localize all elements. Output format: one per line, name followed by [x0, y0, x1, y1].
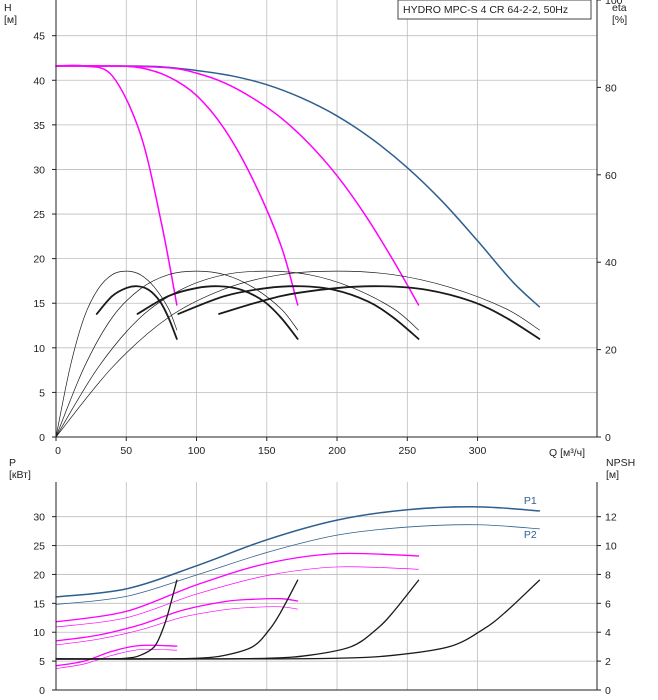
- head-tick-label: 10: [33, 343, 45, 355]
- power-curve-4: [55, 597, 299, 642]
- efficiency-tick-label: 100: [605, 0, 623, 7]
- power-tick-label: 30: [33, 512, 45, 524]
- chart-title-box: [397, 0, 592, 20]
- power-tick-label: 10: [33, 627, 45, 639]
- power-tick-label: 5: [39, 656, 45, 668]
- power-tick-label: 20: [33, 569, 45, 581]
- head-curve-10: [177, 285, 420, 340]
- power-curve-2: [55, 552, 420, 623]
- power-tick-label: 25: [33, 541, 45, 553]
- head-curve-7: [55, 270, 540, 438]
- npsh-curve-11: [55, 579, 541, 660]
- annotation-p2: P2: [524, 529, 537, 541]
- npsh-tick-label: 10: [605, 541, 617, 553]
- head-tick-label: 15: [33, 298, 45, 310]
- x-tick-label: 0: [55, 445, 61, 457]
- power-curve-1: [55, 524, 540, 605]
- curve-layer: [55, 64, 541, 669]
- head-curve-6: [55, 270, 419, 438]
- npsh-tick-label: 4: [605, 627, 611, 639]
- power-curve-5: [55, 606, 299, 646]
- x-tick-label: 150: [258, 445, 276, 457]
- efficiency-tick-label: 0: [605, 432, 611, 444]
- head-curve-9: [136, 285, 299, 340]
- label-layer: 0 50 100 150 200 250 3000510152025303540450204…: [33, 0, 622, 697]
- power-curve-6: [55, 644, 178, 667]
- power-axis-label: P [кВт]: [9, 457, 31, 481]
- axis-layer: [52, 0, 601, 691]
- npsh-tick-label: 2: [605, 656, 611, 668]
- head-tick-label: 25: [33, 209, 45, 221]
- head-tick-label: 5: [39, 387, 45, 399]
- npsh-tick-label: 12: [605, 512, 617, 524]
- power-curve-3: [55, 566, 419, 628]
- npsh-tick-label: 8: [605, 569, 611, 581]
- head-curve-8: [95, 285, 178, 340]
- head-tick-label: 35: [33, 120, 45, 132]
- x-tick-label: 300: [469, 445, 487, 457]
- efficiency-tick-label: 20: [605, 345, 617, 357]
- annotation-p1: P1: [524, 495, 537, 507]
- head-curve-1: [55, 64, 178, 306]
- efficiency-tick-label: 80: [605, 82, 617, 94]
- flow-axis-label: Q [м³/ч]: [549, 447, 585, 459]
- efficiency-tick-label: 40: [605, 257, 617, 269]
- efficiency-tick-label: 60: [605, 170, 617, 182]
- npsh-axis-label: NPSH [м]: [606, 457, 635, 481]
- x-tick-label: 100: [188, 445, 206, 457]
- head-tick-label: 30: [33, 164, 45, 176]
- power-tick-label: 15: [33, 598, 45, 610]
- power-curve-0: [55, 506, 541, 598]
- head-curve-4: [55, 270, 178, 438]
- head-curve-5: [55, 270, 299, 438]
- x-tick-label: 50: [120, 445, 132, 457]
- power-tick-label: 0: [39, 685, 45, 697]
- npsh-tick-label: 0: [605, 685, 611, 697]
- chart-title: HYDRO MPC-S 4 CR 64-2-2, 50Hz: [403, 4, 568, 16]
- efficiency-axis-label: eta [%]: [612, 2, 627, 26]
- head-tick-label: 40: [33, 75, 45, 87]
- head-tick-label: 20: [33, 254, 45, 266]
- x-tick-label: 250: [399, 445, 417, 457]
- head-tick-label: 45: [33, 31, 45, 43]
- head-curve-2: [55, 65, 299, 306]
- head-curve-3: [55, 65, 420, 306]
- head-curve-11: [218, 285, 541, 340]
- x-tick-label: 200: [328, 445, 346, 457]
- head-axis-label: H [м]: [4, 2, 17, 26]
- head-tick-label: 0: [39, 432, 45, 444]
- npsh-tick-label: 6: [605, 598, 611, 610]
